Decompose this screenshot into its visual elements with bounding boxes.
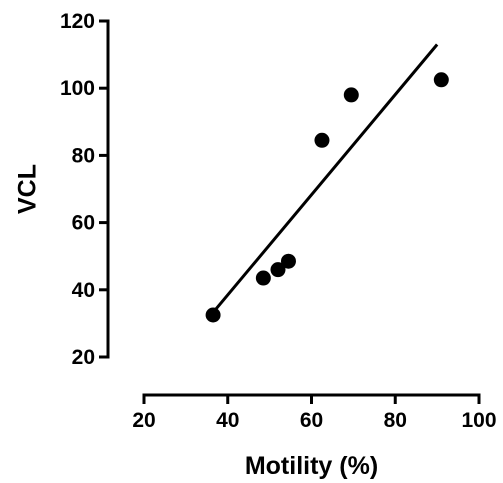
data-point — [280, 253, 296, 269]
y-tick-label: 40 — [72, 279, 95, 302]
data-point — [270, 262, 286, 278]
x-tick-label: 80 — [384, 409, 407, 432]
data-point — [255, 270, 271, 286]
x-tick-label: 100 — [461, 409, 496, 432]
y-tick-label: 80 — [72, 144, 95, 167]
data-points — [205, 72, 449, 323]
y-axis-label: VCL — [14, 164, 42, 214]
x-tick-label: 20 — [132, 409, 155, 432]
y-tick-label: 120 — [60, 10, 95, 33]
x-tick-label: 40 — [216, 409, 239, 432]
y-tick-label: 20 — [72, 346, 95, 369]
y-axis-ticks: 20 40 60 80 100 120 — [60, 10, 108, 369]
x-axis-label: Motility (%) — [245, 452, 378, 480]
y-tick-label: 60 — [72, 212, 95, 235]
data-point — [205, 307, 221, 323]
x-tick-label: 60 — [300, 409, 323, 432]
y-tick-label: 100 — [60, 77, 95, 100]
x-axis-ticks: 20 40 60 80 100 — [132, 395, 497, 432]
data-point — [343, 87, 359, 103]
data-point — [433, 72, 449, 88]
data-point — [314, 132, 330, 148]
regression-line — [214, 43, 439, 311]
